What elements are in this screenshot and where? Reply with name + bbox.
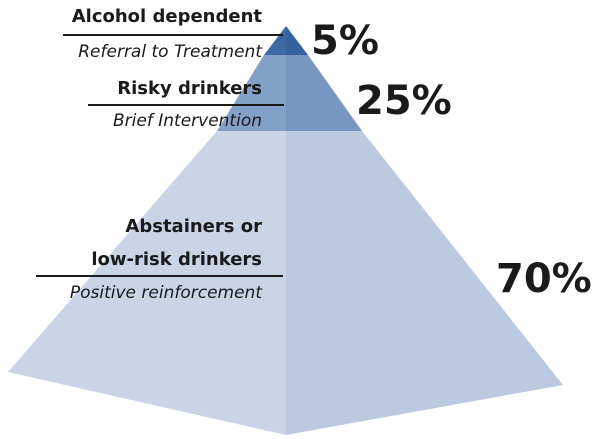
tier-risky-action: Brief Intervention bbox=[113, 111, 262, 131]
tier-abstainers-rule bbox=[36, 275, 283, 277]
tier-dependent-action: Referral to Treatment bbox=[78, 42, 262, 62]
pyramid-tier-dependent-right-face bbox=[286, 26, 308, 55]
tier-dependent-percent: 5% bbox=[311, 18, 379, 64]
pyramid-tier-abstainers-right-face bbox=[286, 131, 563, 435]
tier-abstainers-action: Positive reinforcement bbox=[69, 283, 262, 303]
pyramid-tier-dependent-left-face bbox=[264, 26, 286, 55]
tier-risky-percent: 25% bbox=[356, 78, 452, 124]
tier-abstainers-title-line1: Abstainers or bbox=[125, 216, 262, 237]
tier-abstainers-percent: 70% bbox=[496, 256, 592, 302]
tier-dependent-title: Alcohol dependent bbox=[71, 6, 262, 27]
tier-risky-rule bbox=[88, 104, 284, 106]
pyramid-tier-abstainers-left-face bbox=[8, 131, 286, 435]
tier-dependent-rule bbox=[63, 34, 283, 36]
pyramid-tier-risky-right-face bbox=[286, 55, 362, 131]
tier-abstainers-title-line2: low-risk drinkers bbox=[91, 249, 262, 270]
pyramid-tier-risky-left-face bbox=[217, 55, 286, 131]
tier-risky-title: Risky drinkers bbox=[117, 78, 262, 99]
